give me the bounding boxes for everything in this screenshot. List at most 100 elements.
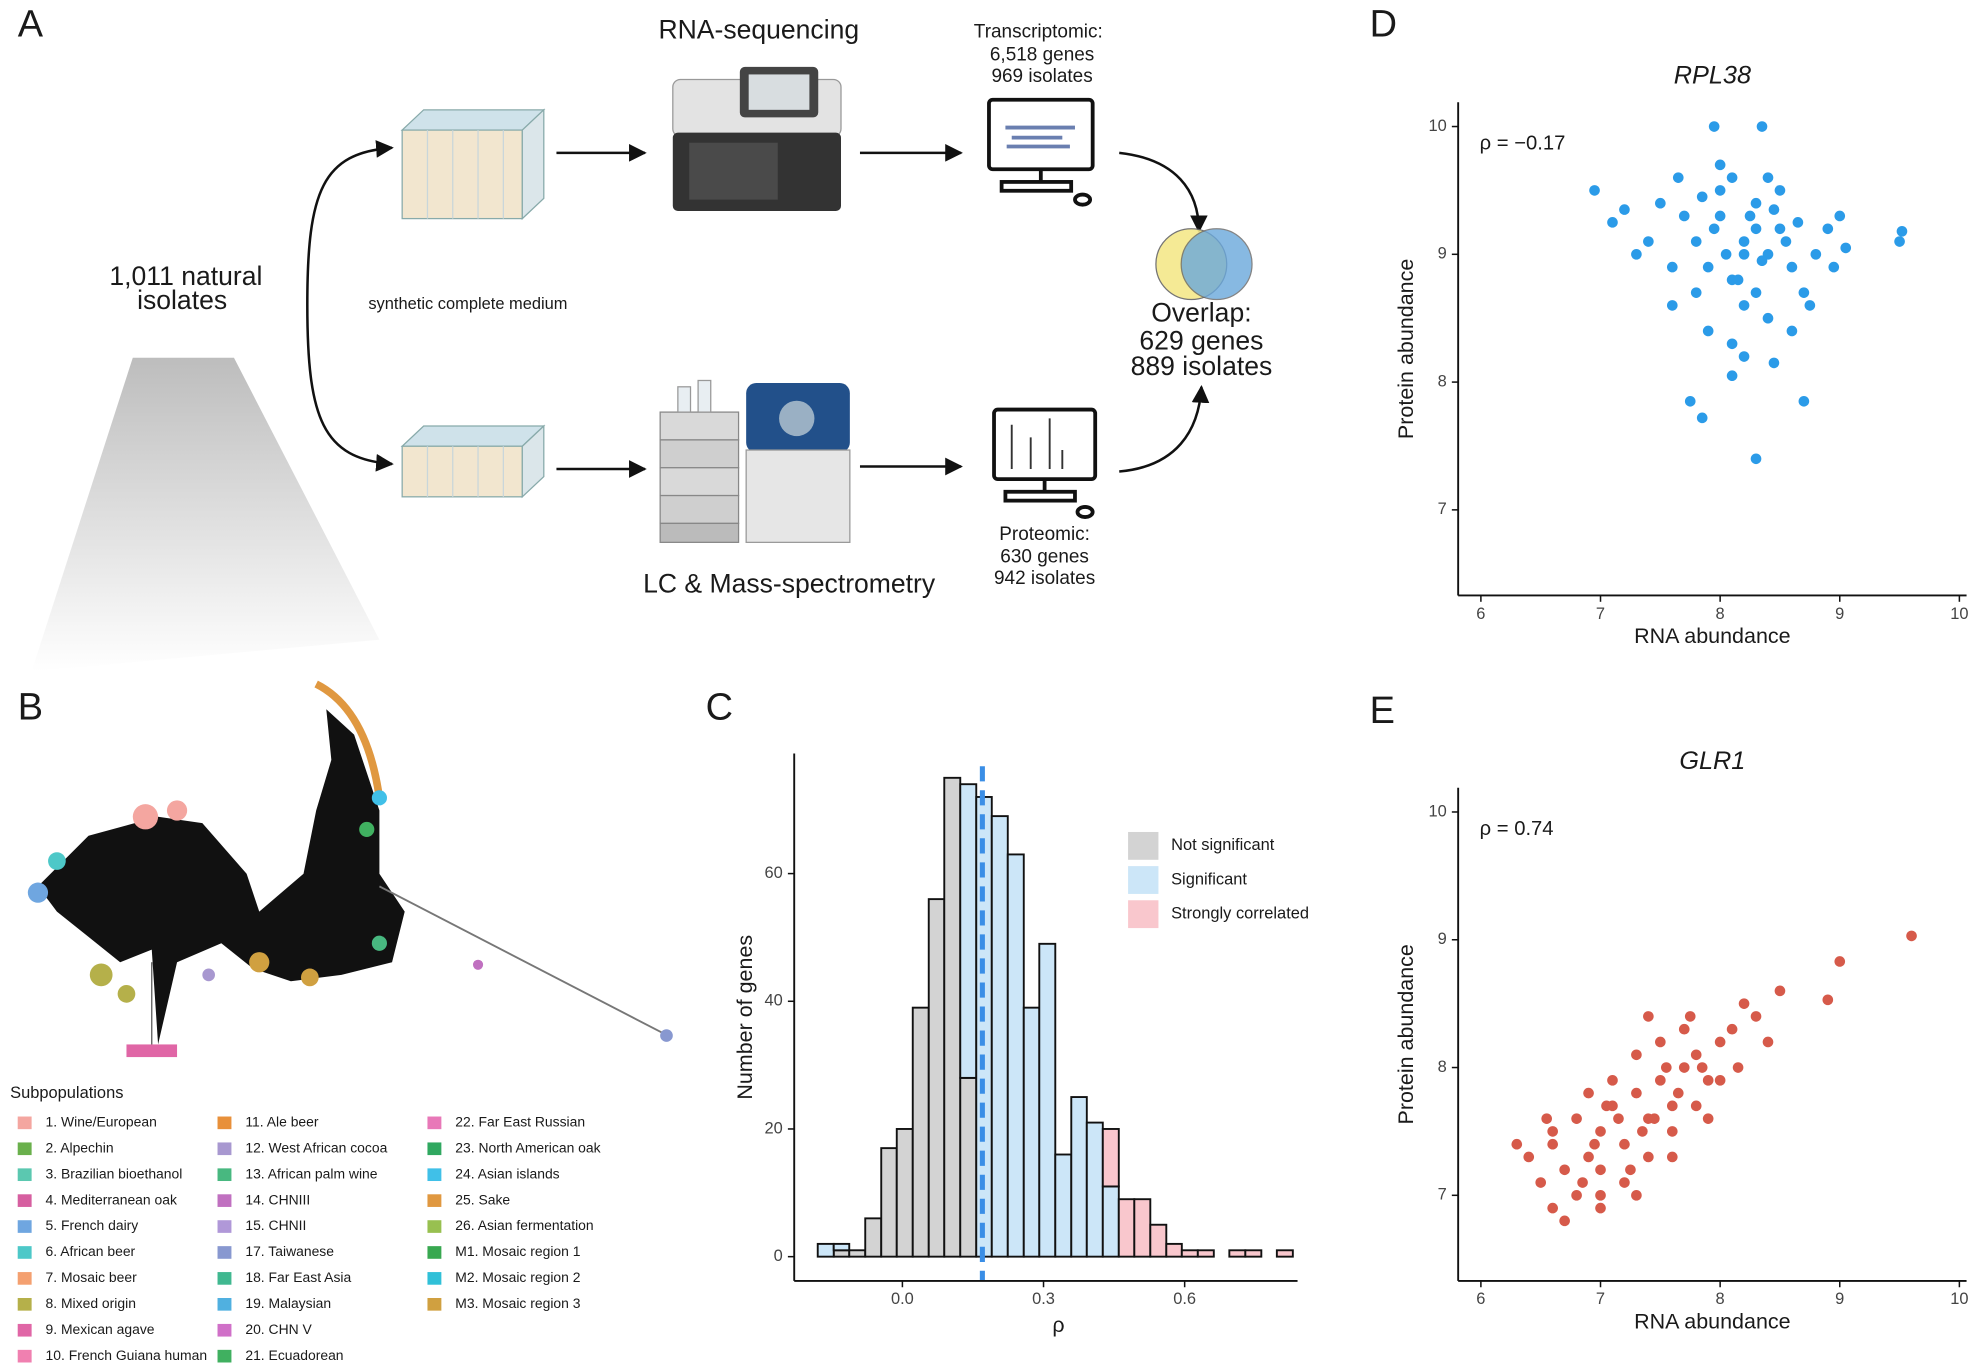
scatter-point xyxy=(1625,1164,1636,1176)
legend-swatch xyxy=(217,1323,232,1337)
tree xyxy=(27,680,673,1058)
plate xyxy=(400,108,546,221)
legend-swatch xyxy=(17,1142,32,1156)
scatter-point xyxy=(1655,1075,1666,1086)
scatter-point xyxy=(1655,1036,1666,1048)
legend-label: 24. Asian islands xyxy=(455,1165,559,1181)
scatter-point xyxy=(1666,1151,1678,1163)
legend-swatch xyxy=(1128,900,1159,929)
sequencer xyxy=(672,66,842,212)
scatter-point xyxy=(1738,236,1750,247)
y-tick-label: 7 xyxy=(1438,500,1447,518)
scatter-point xyxy=(1643,1151,1654,1163)
legend-label: Not significant xyxy=(1171,836,1275,854)
scatter-point xyxy=(1643,1011,1654,1022)
scatter-point xyxy=(1666,300,1678,311)
legend-label: 18. Far East Asia xyxy=(245,1269,351,1285)
scatter-point xyxy=(1786,325,1798,337)
x-tick-label: 0.6 xyxy=(1173,1290,1196,1308)
y-tick-label: 0 xyxy=(774,1247,783,1265)
scatter-point xyxy=(1535,1177,1547,1188)
scatter-point xyxy=(1804,300,1816,311)
histogram-bar xyxy=(911,1006,930,1258)
legend-swatch xyxy=(427,1142,442,1156)
x-tick-label: 0.3 xyxy=(1032,1290,1055,1308)
legend-label: 26. Asian fermentation xyxy=(455,1217,593,1233)
scatter-point xyxy=(1798,287,1810,298)
overlap-label: Overlap: xyxy=(1151,298,1251,328)
legend-label: 14. CHNIII xyxy=(245,1191,310,1207)
x-tick-label: 10 xyxy=(1950,1290,1968,1308)
histogram-bar xyxy=(880,1147,898,1258)
histogram-bar xyxy=(1022,1006,1041,1258)
scatter-point xyxy=(1726,370,1738,382)
legend-label: 7. Mosaic beer xyxy=(46,1269,138,1285)
legend-swatch xyxy=(1128,831,1159,860)
scatter-point xyxy=(1559,1164,1570,1176)
scatter-point xyxy=(1738,998,1750,1009)
histogram-bar xyxy=(1070,1096,1088,1258)
legend-label: 25. Sake xyxy=(455,1191,510,1207)
scatter-point xyxy=(1768,357,1780,369)
scatter-point xyxy=(1559,1215,1570,1227)
x-tick-label: 0.0 xyxy=(891,1290,914,1308)
legend-label: 22. Far East Russian xyxy=(455,1114,585,1130)
scatter-point xyxy=(1595,1126,1606,1137)
y-axis-label: Number of genes xyxy=(733,935,757,1100)
histogram-bar xyxy=(1165,1242,1183,1258)
scatter-point xyxy=(1702,1075,1714,1086)
y-tick-label: 10 xyxy=(1428,802,1446,820)
histogram-bar xyxy=(1038,942,1057,1258)
scatter-point xyxy=(1595,1164,1606,1176)
annotation: ρ = −0.17 xyxy=(1480,132,1566,154)
legend-swatch xyxy=(217,1349,232,1363)
legend-swatch xyxy=(427,1116,442,1130)
computer xyxy=(992,407,1098,519)
scatter-point xyxy=(1660,1062,1672,1073)
scatter-point xyxy=(1672,1087,1684,1099)
scatter-point xyxy=(1631,1190,1642,1201)
scatter-point xyxy=(1672,172,1684,183)
scatter-point xyxy=(1792,217,1804,228)
scatter-point xyxy=(1798,395,1810,407)
scatter-point xyxy=(1822,994,1834,1006)
legend-swatch xyxy=(217,1168,232,1182)
legend-label: 3. Brazilian bioethanol xyxy=(46,1165,183,1181)
scatter-point xyxy=(1774,985,1786,997)
histogram-bar xyxy=(990,815,1009,1258)
scatter-point xyxy=(1595,1202,1606,1214)
scatter-point xyxy=(1690,236,1702,247)
scatter-point xyxy=(1894,236,1905,247)
scatter-point xyxy=(1708,223,1720,235)
legend-label: 6. African beer xyxy=(46,1243,136,1259)
fade-cone xyxy=(31,357,380,672)
scatter-point xyxy=(1756,121,1768,132)
x-tick-label: 7 xyxy=(1596,1290,1605,1308)
arrow xyxy=(1119,385,1210,473)
histogram-bar xyxy=(959,783,978,1079)
scatter-point xyxy=(1828,261,1840,273)
scatter-point xyxy=(1571,1190,1582,1201)
scatter-point xyxy=(1595,1190,1606,1201)
scatter-point xyxy=(1750,453,1762,465)
chart-title: RPL38 xyxy=(1674,62,1751,90)
x-tick-label: 9 xyxy=(1835,1290,1844,1308)
scatter-point xyxy=(1571,1113,1582,1124)
scatter-point xyxy=(1906,930,1917,942)
legend-swatch xyxy=(217,1246,232,1259)
scatter-point xyxy=(1619,1138,1630,1150)
scatter-point xyxy=(1631,1087,1642,1099)
y-tick-label: 20 xyxy=(765,1119,783,1137)
scatter-point xyxy=(1750,287,1762,298)
overlap-label: 889 isolates xyxy=(1131,351,1273,381)
histogram-bar xyxy=(848,1249,867,1258)
isolates-label: 1,011 natural xyxy=(109,261,262,291)
proteomic-label: Proteomic: xyxy=(999,524,1090,545)
scatter-point xyxy=(1643,236,1654,247)
histogram-bar xyxy=(1133,1198,1152,1258)
isolates-label: isolates xyxy=(137,285,227,315)
histogram-bar xyxy=(1275,1249,1294,1258)
scatter-point xyxy=(1649,1113,1660,1124)
scatter-point xyxy=(1589,1138,1600,1150)
histogram-bar xyxy=(895,1128,914,1258)
